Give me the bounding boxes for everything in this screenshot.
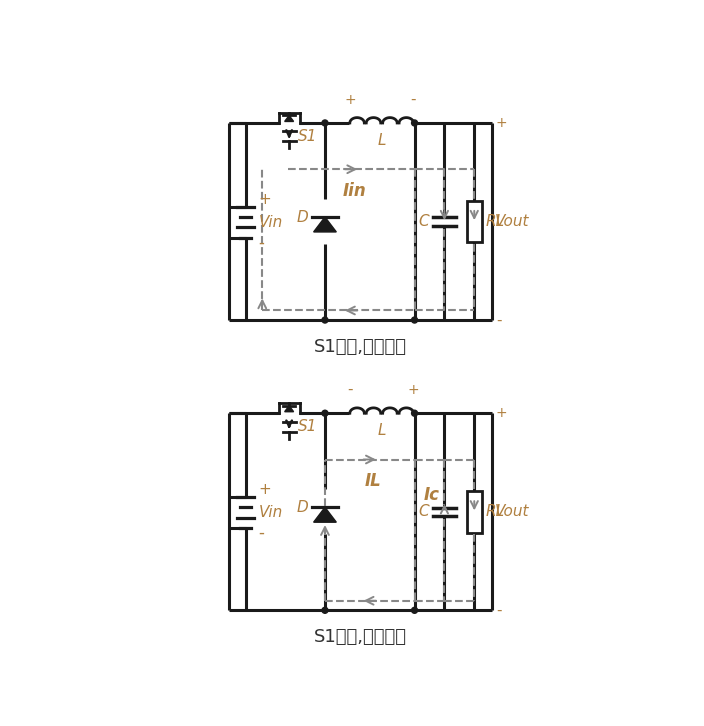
Text: C: C	[419, 214, 429, 229]
Text: IL: IL	[365, 472, 381, 490]
Text: RL: RL	[485, 505, 505, 519]
Text: +: +	[258, 192, 271, 207]
Text: RL: RL	[485, 214, 505, 229]
Circle shape	[412, 317, 417, 323]
Text: +: +	[496, 116, 508, 130]
Text: Vout: Vout	[495, 214, 529, 229]
Circle shape	[412, 120, 417, 126]
Circle shape	[412, 410, 417, 416]
Polygon shape	[284, 115, 294, 121]
Text: -: -	[258, 523, 264, 542]
Text: Iin: Iin	[342, 182, 366, 200]
Text: Vin: Vin	[258, 215, 282, 229]
Text: D: D	[297, 499, 308, 515]
Polygon shape	[313, 217, 337, 232]
Text: -: -	[410, 91, 416, 107]
Circle shape	[322, 410, 328, 416]
Text: L: L	[377, 423, 386, 438]
Polygon shape	[313, 507, 337, 522]
Bar	[467, 491, 482, 533]
Polygon shape	[284, 406, 294, 412]
Text: Vin: Vin	[258, 505, 282, 520]
Text: +: +	[258, 482, 271, 497]
Circle shape	[322, 120, 328, 126]
Text: S1闭合,电流流向: S1闭合,电流流向	[314, 338, 408, 356]
Text: S1: S1	[298, 129, 318, 144]
Text: Ic: Ic	[424, 486, 440, 505]
Text: S1: S1	[298, 419, 318, 434]
Text: S1断开,电流流向: S1断开,电流流向	[314, 628, 408, 646]
Text: D: D	[297, 210, 308, 224]
Text: +: +	[407, 383, 419, 397]
Text: +: +	[344, 92, 356, 107]
Text: C: C	[419, 505, 429, 519]
Text: -: -	[348, 382, 353, 397]
Circle shape	[322, 608, 328, 613]
Text: -: -	[496, 313, 501, 327]
Text: +: +	[496, 407, 508, 420]
Text: -: -	[258, 233, 264, 251]
Text: -: -	[496, 603, 501, 618]
Circle shape	[322, 317, 328, 323]
Text: L: L	[377, 133, 386, 147]
Circle shape	[412, 608, 417, 613]
Bar	[467, 200, 482, 242]
Text: Vout: Vout	[495, 505, 529, 519]
